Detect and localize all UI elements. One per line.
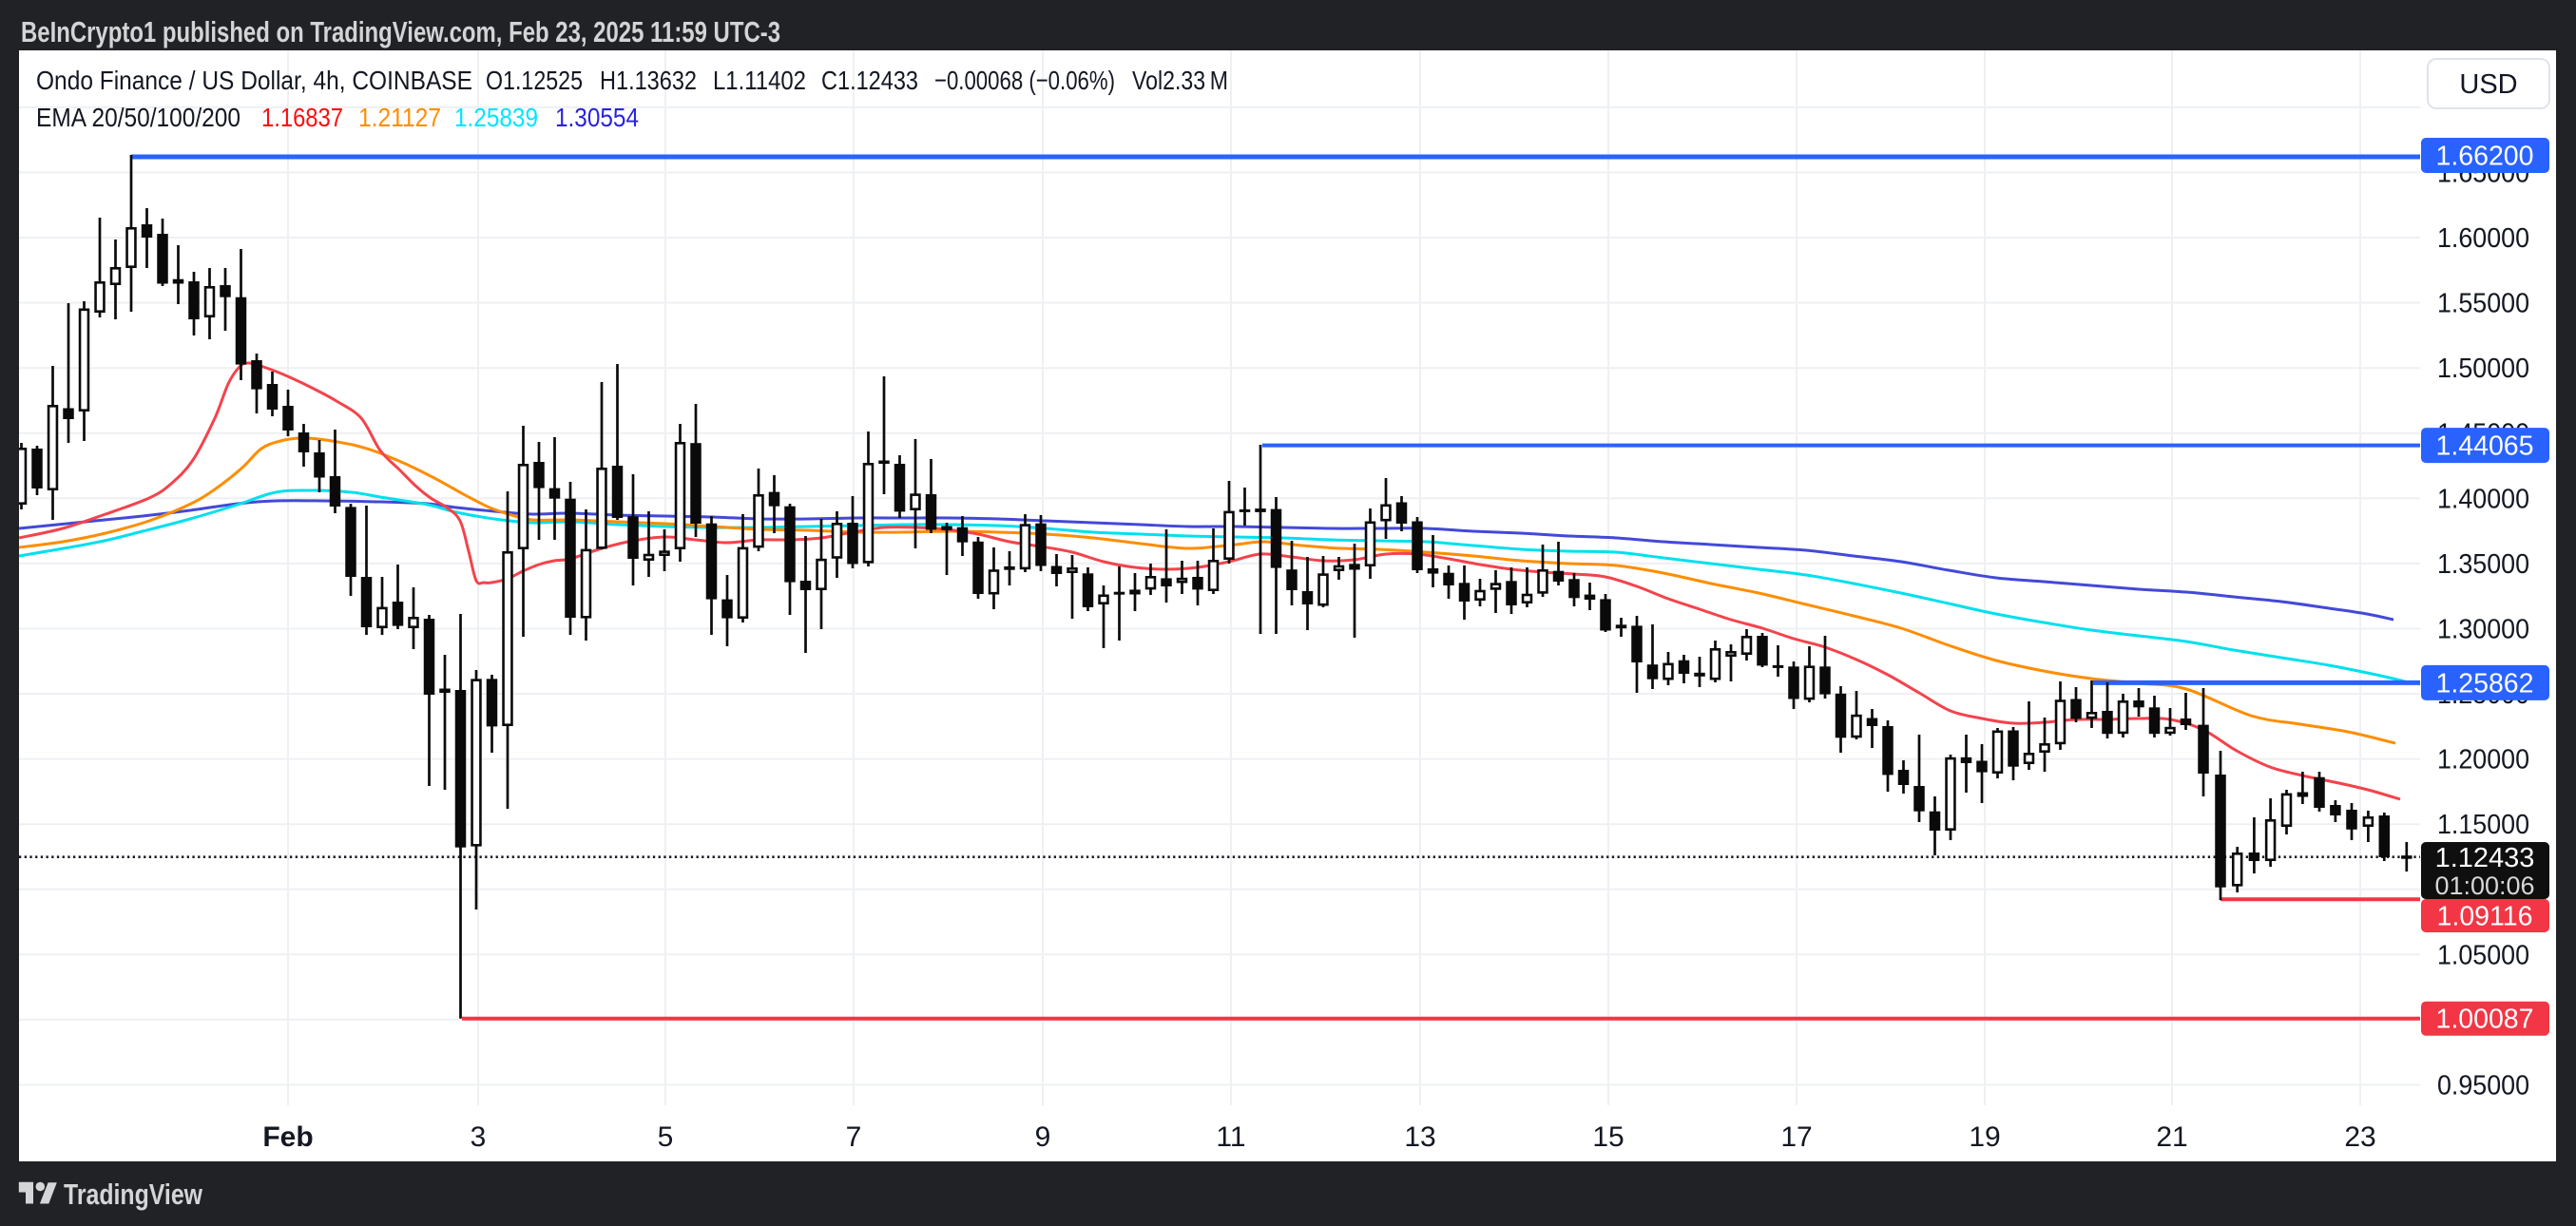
svg-text:1.09116: 1.09116 bbox=[2437, 902, 2533, 932]
svg-text:15: 15 bbox=[1592, 1121, 1624, 1153]
svg-text:1.66200: 1.66200 bbox=[2435, 142, 2533, 172]
svg-text:C1.12433: C1.12433 bbox=[821, 66, 918, 95]
svg-text:1.16837: 1.16837 bbox=[261, 103, 343, 132]
svg-text:1.12433: 1.12433 bbox=[2435, 843, 2535, 873]
svg-text:11: 11 bbox=[1216, 1121, 1245, 1153]
svg-text:H1.13632: H1.13632 bbox=[600, 66, 697, 95]
svg-text:01:00:06: 01:00:06 bbox=[2434, 872, 2534, 900]
svg-text:Vol2.33 M: Vol2.33 M bbox=[1132, 66, 1228, 95]
svg-text:Feb: Feb bbox=[262, 1121, 313, 1153]
svg-text:L1.11402: L1.11402 bbox=[713, 66, 806, 95]
svg-text:1.30000: 1.30000 bbox=[2437, 615, 2529, 645]
svg-text:1.60000: 1.60000 bbox=[2437, 223, 2529, 254]
svg-text:23: 23 bbox=[2344, 1121, 2375, 1153]
svg-text:USD: USD bbox=[2459, 69, 2517, 100]
svg-text:9: 9 bbox=[1035, 1121, 1051, 1153]
svg-text:1.44065: 1.44065 bbox=[2435, 431, 2533, 462]
svg-text:1.25862: 1.25862 bbox=[2435, 668, 2533, 699]
svg-text:19: 19 bbox=[1969, 1121, 2000, 1153]
svg-text:EMA 20/50/100/200: EMA 20/50/100/200 bbox=[36, 103, 240, 132]
svg-text:1.50000: 1.50000 bbox=[2437, 354, 2529, 384]
svg-text:1.00087: 1.00087 bbox=[2435, 1005, 2533, 1035]
svg-text:1.55000: 1.55000 bbox=[2437, 289, 2529, 319]
svg-text:1.15000: 1.15000 bbox=[2437, 810, 2529, 840]
svg-text:O1.12525: O1.12525 bbox=[486, 66, 583, 95]
svg-text:5: 5 bbox=[658, 1121, 674, 1153]
svg-text:3: 3 bbox=[471, 1121, 487, 1153]
svg-text:−0.00068 (−0.06%): −0.00068 (−0.06%) bbox=[934, 66, 1115, 95]
svg-text:7: 7 bbox=[846, 1121, 862, 1153]
svg-text:Ondo Finance / US Dollar, 4h,: Ondo Finance / US Dollar, 4h, COINBASE bbox=[36, 66, 472, 95]
svg-text:21: 21 bbox=[2156, 1121, 2187, 1153]
svg-text:13: 13 bbox=[1404, 1121, 1435, 1153]
svg-text:1.21127: 1.21127 bbox=[358, 103, 441, 132]
svg-text:1.35000: 1.35000 bbox=[2437, 549, 2529, 580]
svg-text:BeInCrypto1 published on Tradi: BeInCrypto1 published on TradingView.com… bbox=[21, 16, 780, 48]
svg-text:1.25839: 1.25839 bbox=[454, 103, 538, 132]
svg-text:17: 17 bbox=[1780, 1121, 1812, 1153]
svg-text:1.20000: 1.20000 bbox=[2437, 745, 2529, 776]
svg-text:1.30554: 1.30554 bbox=[555, 103, 639, 132]
svg-text:1.40000: 1.40000 bbox=[2437, 484, 2529, 514]
svg-text:1.05000: 1.05000 bbox=[2437, 940, 2529, 970]
svg-text:0.95000: 0.95000 bbox=[2437, 1071, 2529, 1101]
svg-text:TradingView: TradingView bbox=[64, 1178, 203, 1211]
